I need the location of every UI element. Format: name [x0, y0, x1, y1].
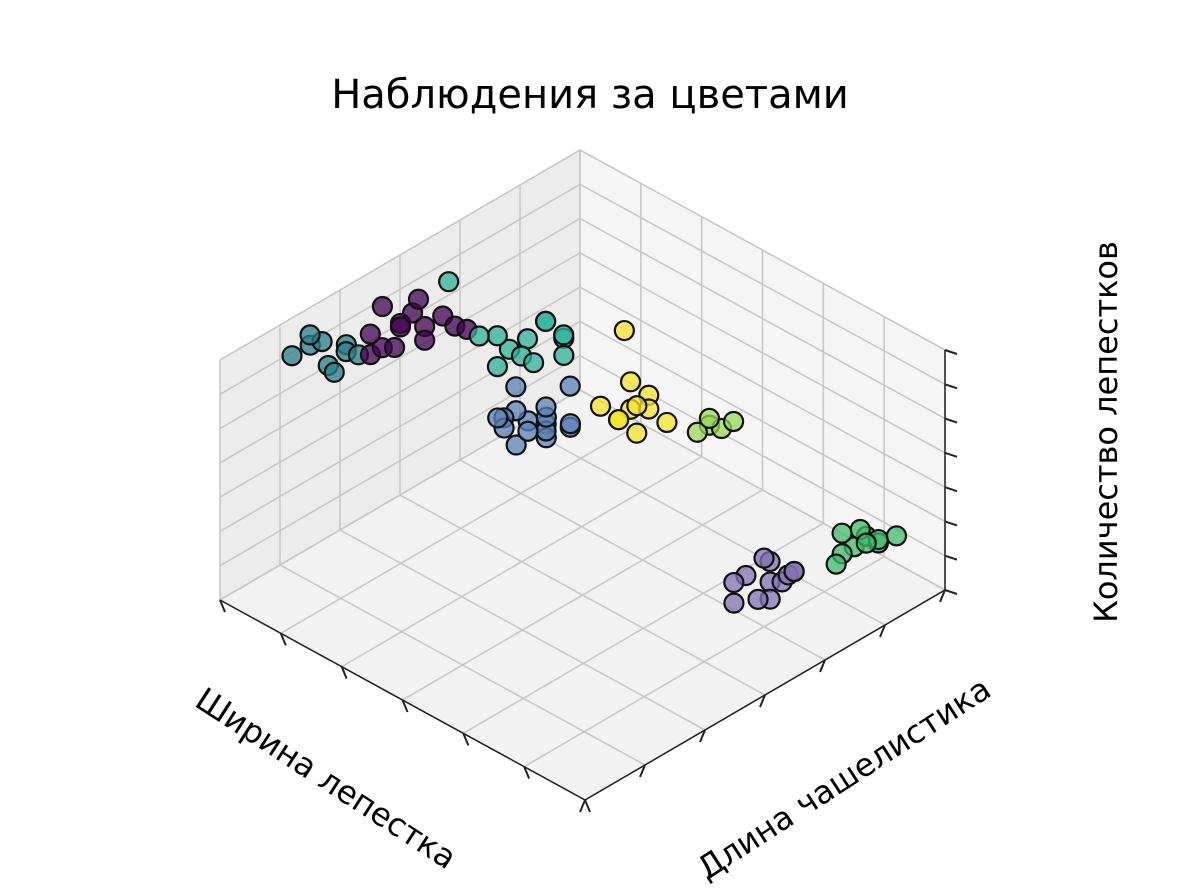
point — [747, 588, 769, 610]
y-tick — [759, 694, 766, 708]
point — [299, 324, 321, 346]
grid-line — [579, 183, 946, 385]
y-tick — [939, 589, 946, 603]
y-tick — [639, 764, 646, 778]
y-tick — [879, 624, 886, 638]
point — [468, 325, 490, 347]
point — [723, 571, 745, 594]
point — [831, 522, 853, 544]
point — [855, 532, 877, 554]
x-tick — [219, 599, 226, 613]
point — [608, 409, 630, 431]
point — [613, 319, 635, 342]
grid-line — [579, 217, 946, 420]
x-tick — [523, 766, 531, 780]
chart-title: Наблюдения за цветами — [331, 72, 849, 118]
z-tick — [944, 451, 958, 458]
z-tick — [944, 520, 958, 527]
z-tick — [944, 383, 958, 390]
grid-line — [219, 183, 581, 395]
point — [723, 592, 745, 614]
grid-line — [579, 149, 946, 351]
grid-line — [219, 149, 581, 361]
point — [535, 396, 557, 418]
grid-line — [579, 320, 946, 523]
z-tick — [944, 486, 958, 493]
x-tick — [401, 699, 409, 713]
point — [553, 344, 575, 367]
point — [589, 395, 612, 417]
grid-line — [459, 459, 826, 661]
point — [559, 375, 581, 397]
z-tick — [944, 417, 958, 424]
point — [553, 324, 575, 346]
point — [438, 271, 460, 293]
y-tick — [699, 729, 706, 743]
grid-line — [519, 424, 886, 626]
point — [626, 395, 648, 417]
y-tick — [579, 799, 586, 813]
point — [698, 407, 721, 429]
point — [414, 329, 436, 351]
point — [559, 413, 582, 435]
point — [359, 323, 381, 345]
point — [753, 547, 775, 569]
grid-line — [579, 389, 946, 591]
point — [686, 421, 708, 443]
point — [383, 336, 406, 359]
z-axis-label: Количество лепестков — [1087, 241, 1125, 623]
point — [783, 560, 805, 583]
point — [626, 422, 648, 444]
grid-line — [279, 564, 646, 766]
point — [323, 361, 345, 383]
point — [487, 407, 509, 429]
grid-line — [579, 252, 946, 454]
z-tick — [944, 554, 958, 561]
point — [281, 345, 303, 367]
grid-line — [219, 286, 581, 498]
point — [517, 420, 539, 442]
point — [619, 371, 642, 393]
x-tick — [462, 732, 470, 746]
grid-line — [579, 286, 946, 488]
x-tick — [340, 666, 348, 680]
point — [389, 316, 412, 338]
grid-line — [219, 252, 581, 464]
y-tick — [819, 659, 826, 673]
point — [407, 288, 430, 310]
point — [656, 411, 678, 434]
z-tick — [944, 589, 958, 595]
point — [505, 434, 527, 456]
point — [522, 352, 545, 374]
x-tick — [584, 799, 591, 813]
z-tick — [944, 349, 958, 355]
point — [486, 325, 508, 347]
point — [486, 355, 509, 378]
point — [722, 410, 745, 433]
x-tick — [279, 632, 287, 646]
point — [825, 553, 847, 575]
grid-line — [399, 494, 766, 696]
point — [535, 310, 557, 332]
grid-line — [339, 529, 706, 731]
point — [371, 295, 394, 318]
point — [885, 525, 908, 547]
point — [505, 376, 527, 398]
